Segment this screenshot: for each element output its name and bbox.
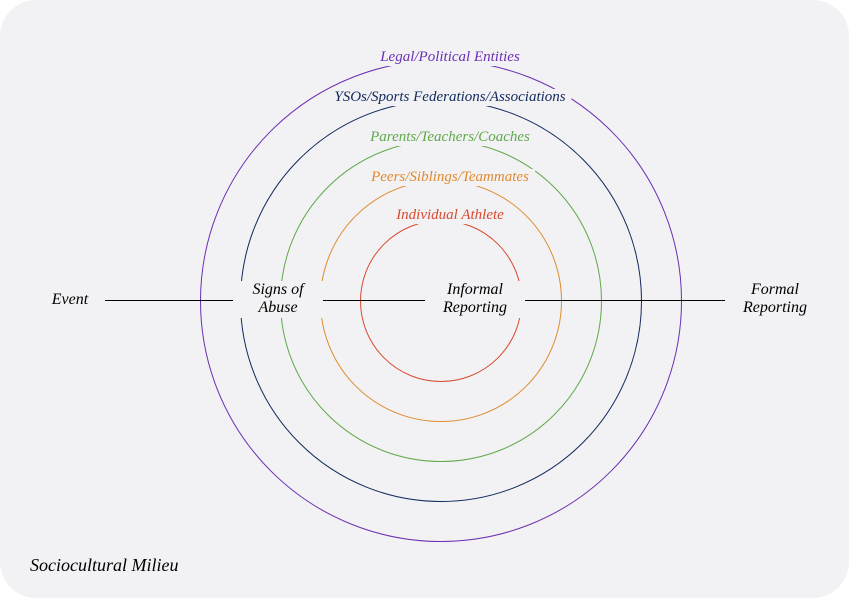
ring-label-ysos-federations: YSOs/Sports Federations/Associations (328, 89, 571, 106)
axis-segment-3 (515, 300, 725, 301)
axis-label-signs: Signs ofAbuse (233, 281, 323, 318)
diagram-canvas: { "diagram": { "type": "concentric-rings… (0, 0, 849, 598)
axis-segment-1 (105, 300, 245, 301)
ring-label-peers-siblings: Peers/Siblings/Teammates (365, 169, 535, 186)
axis-label-event: Event (35, 291, 105, 309)
axis-label-informal: InformalReporting (425, 281, 525, 318)
axis-label-formal: FormalReporting (725, 281, 825, 318)
ring-label-individual-athlete: Individual Athlete (390, 207, 510, 224)
context-label: Sociocultural Milieu (30, 555, 178, 576)
ring-label-legal-political: Legal/Political Entities (374, 49, 526, 66)
axis-segment-2 (311, 300, 435, 301)
ring-label-parents-teachers: Parents/Teachers/Coaches (364, 129, 536, 146)
